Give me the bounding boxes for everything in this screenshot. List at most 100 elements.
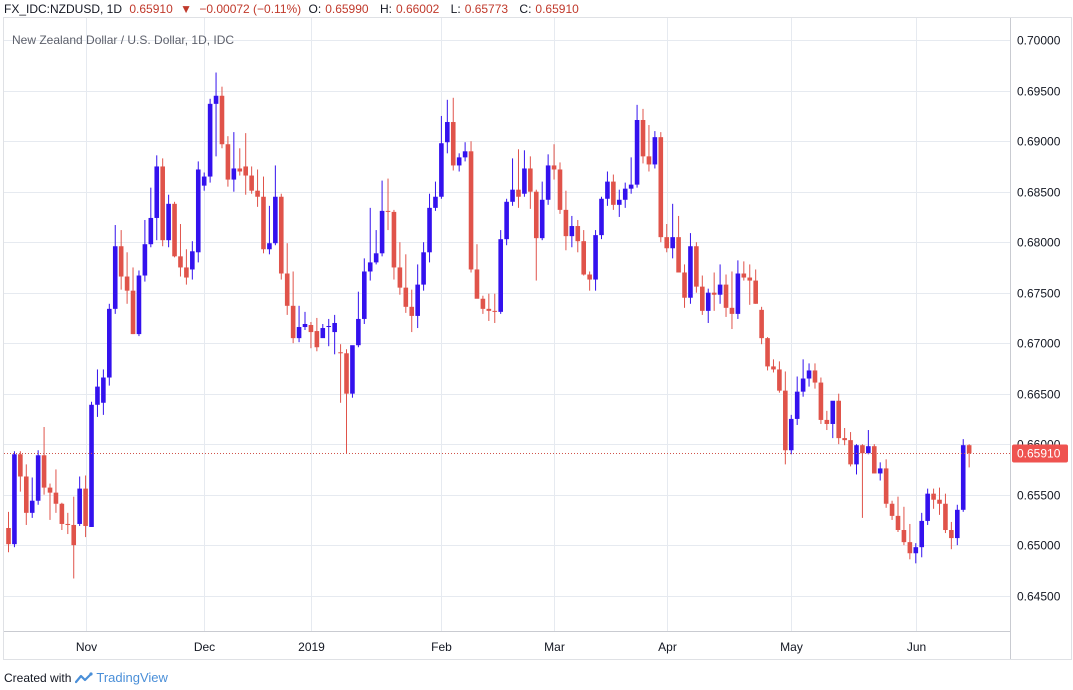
x-tick-label: Dec [194, 640, 215, 654]
candle [433, 181, 438, 211]
candle-body [955, 509, 960, 539]
open-value: 0.65990 [325, 2, 369, 16]
candle-body [213, 95, 219, 104]
candle [688, 233, 693, 304]
candle [101, 369, 106, 415]
candle-body [966, 445, 972, 454]
candle-body [854, 445, 859, 465]
candle [213, 72, 219, 157]
candle-body [29, 500, 35, 513]
candle-body [516, 189, 521, 197]
candle [836, 393, 841, 445]
candle-body [379, 210, 385, 254]
candle-body [142, 244, 148, 276]
candle-body [498, 239, 503, 312]
candle [308, 321, 314, 349]
candle-body [154, 166, 160, 218]
candle-body [688, 246, 693, 298]
candle [379, 180, 385, 257]
y-tick-label: 0.65500 [1017, 489, 1061, 503]
candle-body [41, 455, 47, 488]
candle-body [670, 237, 675, 249]
candle [273, 165, 278, 246]
high-label: H: [379, 2, 392, 16]
candle-body [907, 542, 913, 554]
candle [640, 108, 646, 164]
candle [12, 451, 17, 548]
candle [670, 203, 675, 259]
candle [160, 158, 165, 247]
candle-body [415, 284, 420, 316]
created-with-label: Created with [4, 671, 72, 685]
candle-body [480, 298, 486, 309]
candle [794, 376, 800, 425]
candle-body [65, 523, 71, 525]
candle [854, 444, 859, 475]
candle [332, 314, 337, 355]
candle-body [47, 487, 53, 493]
candle [362, 258, 367, 324]
candle [41, 427, 47, 495]
candle [53, 469, 59, 513]
candle [711, 272, 717, 311]
candle-body [705, 292, 711, 311]
candle-body [101, 377, 106, 403]
candle-body [545, 165, 551, 200]
candle [723, 274, 729, 317]
candle [391, 209, 397, 280]
candle-body [243, 166, 248, 176]
candle-body [118, 246, 124, 277]
candle [65, 512, 71, 535]
candle-body [913, 547, 919, 554]
candle [415, 264, 420, 329]
candle-body [89, 404, 94, 527]
candle-body [652, 137, 658, 165]
candle [658, 132, 664, 243]
candle-body [860, 445, 865, 454]
candle [901, 506, 907, 546]
candle-body [308, 325, 314, 333]
candle-body [433, 196, 438, 208]
candle [130, 267, 136, 335]
tradingview-link[interactable]: TradingView [75, 670, 168, 686]
x-tick-label: Feb [431, 640, 452, 654]
candle [842, 428, 847, 446]
candle [83, 475, 88, 538]
x-tick-label: 2019 [298, 640, 325, 654]
candle [741, 261, 747, 281]
candle-body [765, 338, 770, 367]
candle-body [729, 307, 735, 314]
candle-body [107, 308, 112, 378]
y-tick-label: 0.70000 [1017, 34, 1061, 48]
candle [356, 291, 361, 348]
candle [498, 230, 503, 314]
candle-body [83, 488, 88, 526]
candle [955, 504, 960, 546]
symbol-label[interactable]: FX_IDC:NZDUSD, 1D [4, 2, 123, 16]
candle-body [628, 184, 634, 189]
candle [539, 181, 545, 241]
candle-body [237, 168, 243, 172]
candle [136, 270, 142, 337]
candle-body [35, 455, 41, 501]
candle [533, 189, 539, 281]
candle [516, 149, 521, 208]
x-tick-label: Apr [658, 640, 677, 654]
candle-body [528, 168, 533, 192]
candle-body [925, 493, 930, 521]
candle [261, 176, 266, 254]
candle [195, 161, 201, 263]
candle [705, 288, 711, 323]
candle [504, 198, 509, 246]
candle [966, 444, 972, 468]
last-price-badge [1012, 444, 1068, 463]
candle-body [783, 390, 788, 451]
attribution-footer: Created with TradingView [4, 670, 168, 686]
candle [877, 462, 883, 481]
candle [931, 488, 936, 509]
candle-body [290, 305, 296, 339]
candle [700, 275, 705, 315]
candle [148, 187, 154, 248]
open-label: O: [308, 2, 322, 16]
